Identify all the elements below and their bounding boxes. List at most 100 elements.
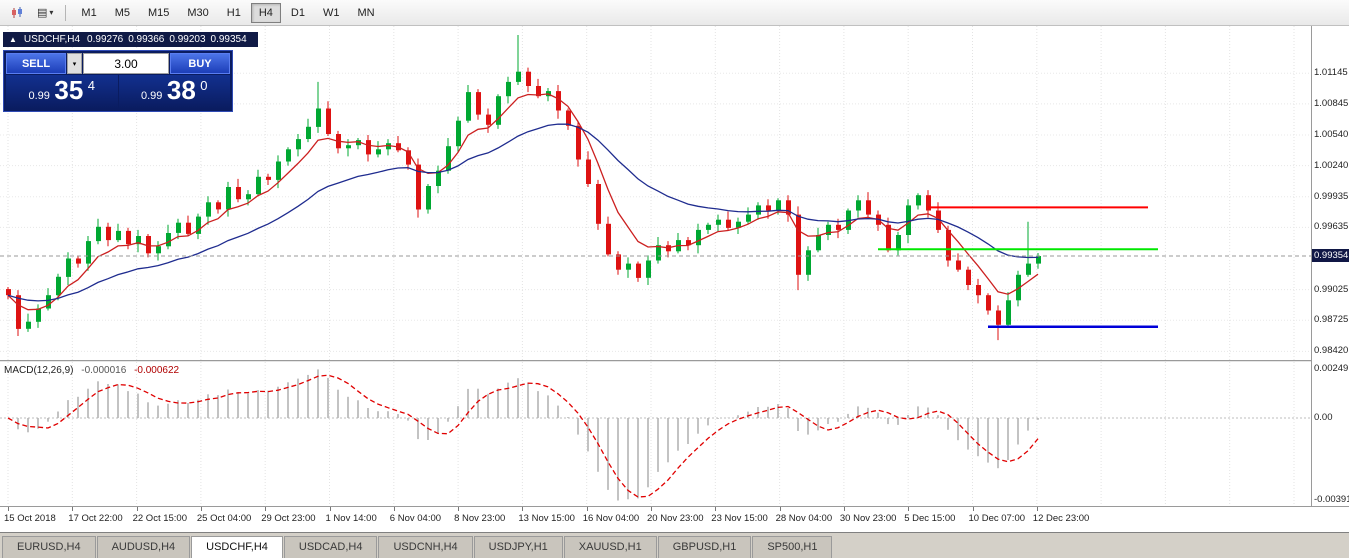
time-axis-label: 6 Nov 04:00 bbox=[389, 513, 442, 524]
buy-button[interactable]: BUY bbox=[170, 53, 230, 74]
time-tick bbox=[522, 507, 524, 511]
symbol-label: USDCHF,H4 bbox=[23, 34, 81, 45]
timeframe-m15-button[interactable]: M15 bbox=[140, 3, 177, 23]
time-axis-label: 22 Oct 15:00 bbox=[132, 513, 187, 524]
timeframe-d1-button[interactable]: D1 bbox=[283, 3, 313, 23]
chevron-down-icon: ▾ bbox=[49, 7, 54, 17]
tab-sp500-h1[interactable]: SP500,H1 bbox=[752, 536, 833, 558]
macd-axis[interactable]: 0.00249 0.00 -0.00391 bbox=[1312, 362, 1349, 506]
tab-usdcnh-h4[interactable]: USDCNH,H4 bbox=[378, 536, 473, 558]
templates-icon: ▤ bbox=[37, 6, 48, 19]
tab-usdcad-h4[interactable]: USDCAD,H4 bbox=[283, 536, 378, 558]
sell-button[interactable]: SELL bbox=[6, 53, 66, 74]
timeframe-mn-button[interactable]: MN bbox=[349, 3, 382, 23]
templates-button[interactable]: ▤ ▾ bbox=[31, 3, 59, 23]
price-axis-label: 0.98420 bbox=[1314, 345, 1349, 357]
price-axis-label: 1.00540 bbox=[1314, 128, 1349, 140]
macd-histogram bbox=[17, 369, 1039, 501]
timeframe-group: M1 M5 M15 M30 H1 H4 D1 W1 MN bbox=[72, 2, 383, 23]
volume-input[interactable] bbox=[83, 53, 169, 74]
time-tick bbox=[651, 507, 652, 511]
price-axis-column[interactable]: 1.01145 1.00845 1.00540 1.00240 0.99935 0.996… bbox=[1311, 26, 1349, 506]
ohlc-values: 0.99276 0.99366 0.99203 0.99354 bbox=[87, 34, 252, 45]
time-axis-label: 20 Nov 23:00 bbox=[647, 513, 704, 524]
time-axis-label: 29 Oct 23:00 bbox=[261, 513, 316, 524]
time-tick bbox=[908, 507, 910, 511]
timeframe-m30-button[interactable]: M30 bbox=[179, 3, 216, 23]
high-value: 0.99366 bbox=[128, 34, 165, 45]
chart-title: ▲ USDCHF,H4 0.99276 0.99366 0.99203 0.99354 bbox=[3, 32, 258, 47]
price-axis-label: 1.01145 bbox=[1314, 67, 1348, 79]
macd-axis-label: 0.00 bbox=[1314, 412, 1333, 424]
top-toolbar: ▤ ▾ M1 M5 M15 M30 H1 H4 D1 W1 MN bbox=[0, 0, 1349, 26]
time-axis-label: 23 Nov 15:00 bbox=[711, 513, 768, 524]
time-axis-label: 12 Dec 23:00 bbox=[1032, 513, 1090, 524]
candlestick-chart-icon bbox=[12, 6, 22, 18]
macd-grid bbox=[0, 362, 1311, 506]
sell-price-button[interactable]: 0.99 35 4 bbox=[6, 75, 118, 109]
time-tick bbox=[586, 507, 588, 511]
macd-chart-canvas[interactable] bbox=[0, 362, 1311, 506]
timeframe-w1-button[interactable]: W1 bbox=[315, 3, 348, 23]
time-axis-label: 10 Dec 07:00 bbox=[968, 513, 1026, 524]
buy-price-big: 38 bbox=[166, 75, 196, 105]
time-axis-label: 28 Nov 04:00 bbox=[775, 513, 833, 524]
price-axis-label: 0.99935 bbox=[1314, 190, 1349, 202]
open-value: 0.99276 bbox=[87, 34, 124, 45]
price-axis-label: 0.98725 bbox=[1314, 314, 1349, 326]
price-chart-canvas[interactable] bbox=[0, 26, 1311, 360]
macd-pane[interactable]: MACD(12,26,9) -0.000016 -0.000622 bbox=[0, 362, 1311, 506]
chart-type-button[interactable] bbox=[4, 3, 30, 23]
timeframe-m1-button[interactable]: M1 bbox=[73, 3, 104, 23]
chart-tab-bar: EURUSD,H4 AUDUSD,H4 USDCHF,H4 USDCAD,H4 USDC… bbox=[0, 532, 1349, 558]
macd-axis-label: 0.00249 bbox=[1314, 363, 1349, 374]
time-tick bbox=[972, 507, 974, 511]
price-pane[interactable]: ▲ USDCHF,H4 0.99276 0.99366 0.99203 0.99354… bbox=[0, 26, 1311, 360]
buy-price-prefix: 0.99 bbox=[141, 90, 163, 102]
price-axis[interactable]: 1.01145 1.00845 1.00540 1.00240 0.99935 0.996… bbox=[1312, 26, 1349, 360]
tab-usdchf-h4[interactable]: USDCHF,H4 bbox=[191, 536, 283, 558]
price-grid bbox=[0, 26, 1311, 360]
time-axis-label: 30 Nov 23:00 bbox=[839, 513, 897, 524]
macd-main-value: -0.000016 bbox=[81, 365, 127, 376]
price-axis-label: 1.00240 bbox=[1314, 159, 1349, 171]
time-tick bbox=[458, 507, 460, 511]
timeframe-h1-button[interactable]: H1 bbox=[219, 3, 249, 23]
time-axis-label: 15 Oct 2018 bbox=[4, 513, 56, 524]
price-axis-label: 1.00845 bbox=[1314, 97, 1349, 109]
time-tick bbox=[265, 507, 267, 511]
macd-signal-line bbox=[7, 374, 1039, 498]
tab-xauusd-h1[interactable]: XAUUSD,H1 bbox=[563, 536, 657, 558]
sell-price-big: 35 bbox=[54, 75, 84, 105]
timeframe-m5-button[interactable]: M5 bbox=[107, 3, 138, 23]
trade-controls-row: SELL ▾ BUY bbox=[6, 53, 230, 74]
macd-axis-label: -0.00391 bbox=[1314, 494, 1349, 505]
time-axis-label: 25 Oct 04:00 bbox=[196, 513, 252, 524]
sell-price-sup: 4 bbox=[87, 78, 95, 93]
time-tick bbox=[72, 507, 74, 511]
tab-audusd-h4[interactable]: AUDUSD,H4 bbox=[96, 536, 191, 558]
toolbar-separator bbox=[65, 4, 67, 21]
collapse-panel-icon[interactable]: ▲ bbox=[9, 35, 17, 44]
time-axis-label: 5 Dec 15:00 bbox=[904, 513, 956, 524]
pane-divider[interactable] bbox=[0, 360, 1349, 362]
time-axis-label: 1 Nov 14:00 bbox=[325, 513, 377, 524]
slow-ma bbox=[7, 123, 1039, 302]
tab-gbpusd-h1[interactable]: GBPUSD,H1 bbox=[657, 536, 752, 558]
chevron-down-icon: ▾ bbox=[72, 60, 77, 68]
timeframe-h4-button[interactable]: H4 bbox=[250, 2, 281, 23]
time-tick bbox=[8, 507, 9, 511]
buy-price-button[interactable]: 0.99 38 0 bbox=[118, 75, 230, 109]
time-axis-label: 8 Nov 23:00 bbox=[454, 513, 506, 524]
volume-dropdown-button[interactable]: ▾ bbox=[67, 53, 82, 74]
tab-usdjpy-h1[interactable]: USDJPY,H1 bbox=[473, 536, 563, 558]
time-tick bbox=[136, 507, 138, 511]
time-tick bbox=[843, 507, 845, 511]
time-tick bbox=[1036, 507, 1038, 511]
time-axis[interactable]: 15 Oct 2018 17 Oct 22:00 22 Oct 15:00 25 Oc… bbox=[0, 506, 1349, 532]
tab-eurusd-h4[interactable]: EURUSD,H4 bbox=[2, 536, 96, 558]
price-axis-label: 0.99025 bbox=[1314, 283, 1349, 295]
macd-indicator-label: MACD(12,26,9) -0.000016 -0.000622 bbox=[4, 365, 179, 376]
time-tick bbox=[200, 507, 202, 511]
